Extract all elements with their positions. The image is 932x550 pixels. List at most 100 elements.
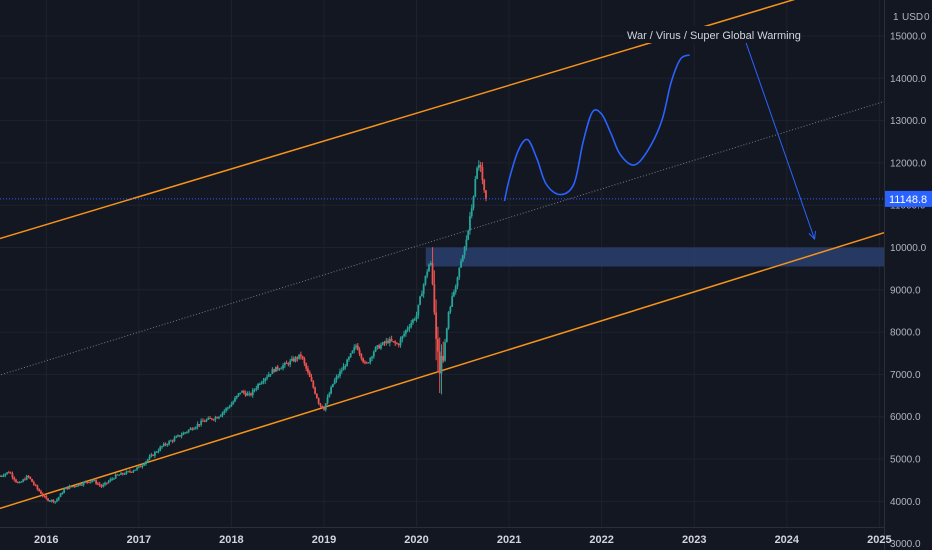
candle-body [301,356,304,359]
candle-body [105,482,108,484]
candle-body [271,369,274,375]
candle-body [232,401,235,405]
candle-body [40,491,42,494]
candle-body [148,456,151,460]
candle-body [424,275,427,285]
candle-body [210,418,213,420]
candle-body [159,447,162,451]
candle-body [203,421,206,423]
candle-body [445,328,448,343]
candle-body [157,450,160,452]
candle-body [166,444,169,446]
candle-body [150,454,153,457]
candle-body [328,393,331,398]
candle-body [467,230,470,240]
candle-body [412,319,414,323]
y-tick-label: 7000.0 [890,370,921,381]
candle-body [477,164,480,169]
x-tick-label: 2022 [589,534,613,546]
candle-body [437,338,439,352]
candle-body [200,420,203,425]
candle-body [125,471,128,475]
candle-body [344,366,347,368]
candle-body [326,397,329,404]
candle-body [9,472,12,474]
time-axis-bg [0,528,884,550]
candle-body [221,412,224,416]
candle-body [70,486,73,488]
candle-body [456,277,459,287]
candle-body [137,466,140,468]
candle-body [168,441,171,445]
candle-body [184,432,187,434]
candle-body [102,484,105,487]
candle-body [388,339,391,343]
projection-curve[interactable] [503,54,690,202]
candle-body [292,358,295,362]
candle-body [275,366,277,372]
candle-body [426,271,429,276]
candle-body [121,473,124,475]
candle-body [342,366,345,371]
candle-body [278,368,281,370]
candle-body [64,487,67,490]
candle-body [207,417,210,420]
candle-body [77,484,80,487]
candle-body [18,482,21,484]
candle-body [262,381,265,383]
currency-toggle[interactable]: 0 [924,12,930,23]
candle-body [248,393,251,395]
x-tick-label: 2020 [404,534,428,546]
forecast-arrow-line[interactable] [744,40,816,240]
price-axis[interactable]: 3000.0 4000.0 5000.0 6000.0 7000.0 8000.0 9000… [884,0,932,550]
candle-body [161,446,163,448]
candle-body [79,484,82,486]
candle-body [415,315,418,320]
currency-label[interactable]: USD [902,12,923,23]
candle-body [267,374,270,377]
candle-body [61,492,64,494]
candle-body [75,486,78,488]
candle-body [392,341,395,343]
candle-body [260,382,263,384]
currency-label-group[interactable]: 1 USD 0 [893,12,930,23]
candle-body [349,353,352,358]
annotation-text[interactable]: War / Virus / Super Global Warming [627,30,801,42]
candle-body [397,343,400,346]
x-tick-label: 2017 [127,534,151,546]
candle-body [323,407,325,410]
candle-body [118,474,121,476]
price-axis-bg [884,0,932,550]
annotation-group[interactable]: War / Virus / Super Global Warming [624,26,801,43]
candle-body [191,428,194,430]
projection-drawing[interactable] [503,40,816,241]
candle-body [36,485,39,490]
candle-body [394,341,397,344]
support-zone-rect[interactable] [425,247,884,267]
candle-body [371,356,373,358]
candle-body [246,393,249,396]
candle-body [308,372,311,377]
candle-body [89,481,92,483]
candle-body [11,473,14,478]
candle-body [31,478,33,482]
candle-body [68,486,71,489]
candle-body [372,351,375,357]
candle-body [282,365,284,369]
candle-body [298,354,300,359]
candle-body [339,371,341,376]
x-tick-label: 2023 [682,534,706,546]
candle-body [59,493,62,498]
upper-channel-line[interactable] [0,0,884,240]
candle-body [43,495,46,497]
time-axis[interactable]: 2016 2017 2018 2019 2020 2021 2022 2023 2024 2025 [0,527,892,550]
candle-body [225,408,227,411]
mid-channel-line[interactable] [0,101,885,377]
candle-body [228,406,231,408]
candle-body [444,342,446,361]
candle-body [173,437,176,442]
candle-body [139,466,142,468]
candle-body [127,471,130,473]
